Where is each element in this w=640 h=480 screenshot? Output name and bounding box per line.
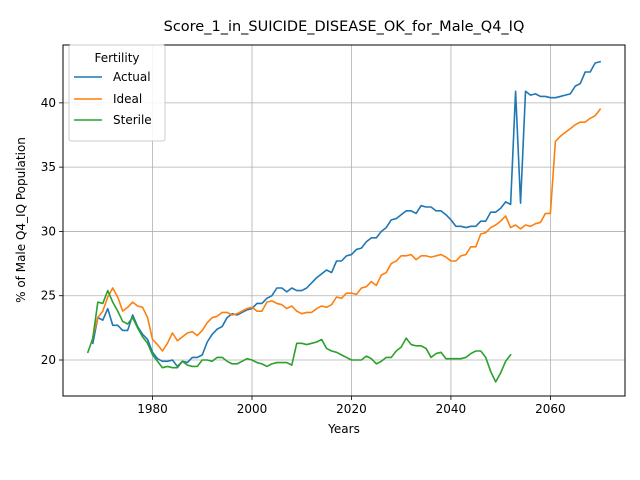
y-tick-label: 35	[41, 160, 56, 174]
legend-label-actual: Actual	[113, 70, 151, 84]
x-tick-label: 2000	[237, 402, 268, 416]
y-tick-label: 25	[41, 289, 56, 303]
y-tick-label: 40	[41, 96, 56, 110]
legend-label-sterile: Sterile	[113, 113, 152, 127]
plot-area-frame	[62, 44, 626, 397]
grid	[63, 45, 625, 396]
series-line-ideal	[91, 108, 602, 352]
x-tick-label: 2020	[336, 402, 367, 416]
legend-title: Fertility	[94, 51, 139, 65]
x-tick-label: 2060	[535, 402, 566, 416]
chart-title: Score_1_in_SUICIDE_DISEASE_OK_for_Male_Q…	[164, 19, 525, 35]
series-line-sterile	[86, 289, 512, 383]
y-tick-label: 30	[41, 224, 56, 238]
legend-label-ideal: Ideal	[113, 92, 142, 106]
legend: Fertility Actual Ideal Sterile	[68, 44, 166, 142]
series-lines	[86, 60, 602, 383]
x-tick-label: 2040	[436, 402, 467, 416]
x-axis-label: Years	[327, 422, 360, 436]
x-tick-label: 1980	[137, 402, 168, 416]
y-tick-label: 20	[41, 353, 56, 367]
y-axis-label: % of Male Q4_IQ Population	[14, 137, 28, 303]
axis-ticks: 1980 2000 2020 2040 2060 20 25 30 35 40	[41, 96, 566, 416]
legend-box	[68, 44, 166, 142]
